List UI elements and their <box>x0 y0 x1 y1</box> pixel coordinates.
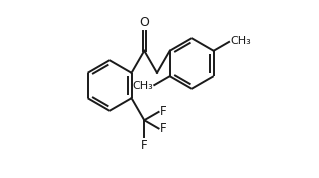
Text: CH₃: CH₃ <box>230 36 251 46</box>
Text: CH₃: CH₃ <box>133 81 153 91</box>
Text: O: O <box>139 16 149 29</box>
Text: F: F <box>160 105 166 118</box>
Text: F: F <box>141 139 148 152</box>
Text: F: F <box>160 122 166 135</box>
